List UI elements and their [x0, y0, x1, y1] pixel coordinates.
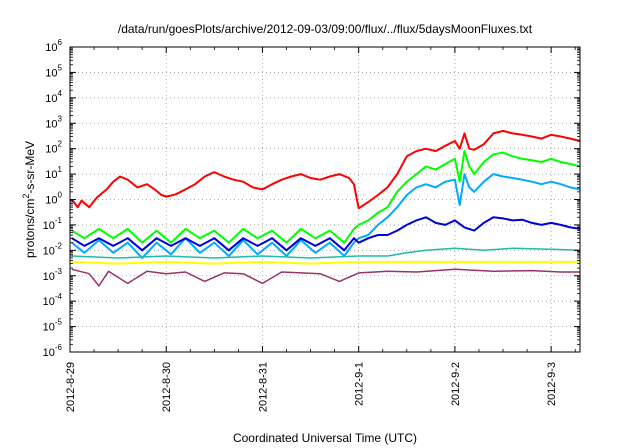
series-line-7 [71, 268, 580, 287]
y-tick-label: 101 [45, 165, 62, 181]
series-line-4 [71, 216, 581, 252]
y-tick-label: 10-1 [43, 216, 63, 232]
x-tick-label: 2012-8-29 [65, 362, 77, 412]
y-tick-label: 102 [45, 140, 62, 156]
series-line-1 [71, 129, 581, 210]
chart-title: /data/run/goesPlots/archive/2012-09-03/0… [118, 22, 533, 36]
y-tick-label: 10-4 [43, 292, 63, 308]
x-tick-label: 2012-8-31 [257, 362, 269, 412]
x-axis-ticks: 2012-8-29 2012-8-30 2012-8-31 2012-9-1 2012-… [65, 47, 576, 412]
grid [69, 46, 580, 353]
x-tick-label: 2012-8-30 [161, 362, 173, 412]
y-tick-label: 10-5 [43, 318, 63, 334]
y-tick-label: 103 [45, 114, 62, 130]
y-tick-label: 104 [45, 89, 62, 105]
series-line-3 [71, 173, 581, 259]
series-line-2 [71, 150, 581, 244]
y-tick-label: 100 [45, 191, 62, 207]
series-line-6 [71, 260, 580, 265]
x-tick-label: 2012-9-1 [354, 362, 366, 406]
y-axis-label-superscript: 2 [21, 194, 31, 199]
y-tick-label: 10-3 [43, 267, 63, 283]
y-tick-label: 106 [45, 38, 62, 54]
y-axis-ticks: 10-6 10-5 10-4 10-3 10-2 10-1 100 101 102 103 104 1… [43, 38, 580, 359]
x-tick-label: 2012-9-3 [546, 362, 558, 406]
y-tick-label: 10-2 [43, 241, 63, 257]
series-line-5 [71, 247, 581, 259]
y-axis-label-base: protons/cm [23, 199, 37, 258]
y-tick-label: 10-6 [43, 343, 63, 359]
y-axis-label-rest: -s-sr-MeV [23, 141, 37, 194]
x-axis-label: Coordinated Universal Time (UTC) [233, 431, 417, 445]
y-axis-label: protons/cm2-s-sr-MeV [21, 141, 37, 258]
series-group [71, 129, 581, 287]
x-tick-label: 2012-9-2 [450, 362, 462, 406]
y-tick-label: 105 [45, 63, 62, 79]
